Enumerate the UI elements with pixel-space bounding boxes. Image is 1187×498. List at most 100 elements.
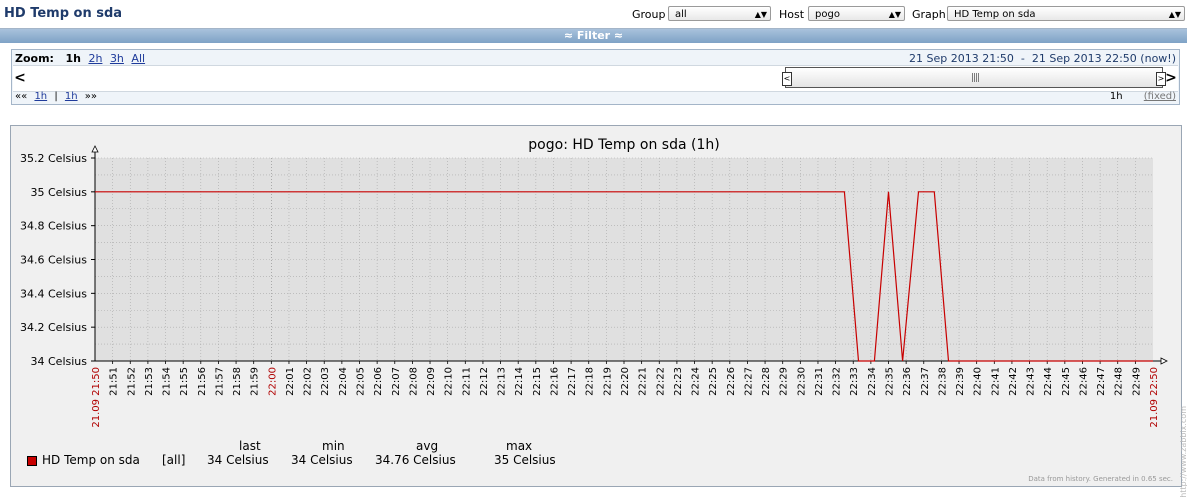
watermark: http://www.zabbix.com	[1179, 406, 1187, 498]
x-tick-label: 22:23	[673, 367, 684, 396]
x-tick-label: 22:46	[1078, 367, 1089, 396]
nav-forward-step[interactable]: 1h	[64, 91, 78, 102]
x-tick-label: 21:55	[179, 367, 190, 396]
graph-select[interactable]: HD Temp on sda ▲▼	[947, 6, 1185, 21]
x-tick-label: 22:08	[408, 367, 419, 396]
legend-header-avg: avg	[416, 439, 439, 453]
x-tick-label-start: 21.09 21:50	[91, 367, 102, 428]
x-tick-label: 22:40	[973, 367, 984, 396]
y-tick-label: 34.4 Celsius	[20, 287, 87, 300]
legend-header-min: min	[322, 439, 345, 453]
legend-header-last: last	[239, 439, 261, 453]
x-tick-label: 22:39	[955, 367, 966, 396]
x-tick-label: 22:48	[1114, 367, 1125, 396]
group-select-value: all	[675, 9, 687, 20]
y-axis-arrow-icon	[91, 145, 99, 153]
group-select[interactable]: all ▲▼	[668, 6, 771, 21]
x-tick-label: 22:35	[885, 367, 896, 396]
legend-item-name: HD Temp on sda	[42, 453, 140, 467]
time-navigation-panel: Zoom: 1h 2h 3h All 21 Sep 2013 21:50 - 2…	[11, 49, 1180, 105]
zoom-option-3h[interactable]: 3h	[109, 52, 124, 65]
period-length-row: 1h (fixed)	[1110, 91, 1176, 102]
nav-back-step[interactable]: 1h	[34, 91, 48, 102]
graph-label: Graph	[912, 8, 946, 21]
x-tick-label: 22:05	[356, 367, 367, 396]
x-tick-label: 22:31	[814, 367, 825, 396]
y-tick-label: 35.2 Celsius	[20, 152, 87, 165]
x-tick-label: 22:45	[1061, 367, 1072, 396]
fixed-toggle[interactable]: (fixed)	[1143, 91, 1176, 102]
scroll-left-arrow-icon[interactable]: <	[14, 70, 26, 86]
thumb-right-handle-icon[interactable]: >	[1156, 72, 1166, 86]
x-tick-label: 21:52	[126, 367, 137, 396]
graph-select-value: HD Temp on sda	[954, 9, 1036, 20]
x-tick-label: 22:09	[426, 367, 437, 396]
x-tick-label: 22:47	[1096, 367, 1107, 396]
thumb-left-handle-icon[interactable]: <	[782, 72, 792, 86]
x-tick-label: 22:26	[726, 367, 737, 396]
zoom-option-2h[interactable]: 2h	[88, 52, 103, 65]
x-tick-label: 22:21	[638, 367, 649, 396]
x-tick-label: 22:36	[902, 367, 913, 396]
period-length: 1h	[1109, 91, 1123, 102]
x-tick-label: 22:34	[867, 367, 878, 396]
x-tick-label: 22:07	[391, 367, 402, 396]
x-tick-label: 22:25	[708, 367, 719, 396]
zoom-row: Zoom: 1h 2h 3h All	[15, 52, 145, 65]
x-tick-label: 21:54	[162, 367, 173, 396]
x-tick-label: 22:16	[549, 367, 560, 396]
x-tick-label: 22:18	[585, 367, 596, 396]
nav-forward-icon[interactable]: »»	[84, 91, 98, 102]
zoom-option-all[interactable]: All	[131, 52, 146, 65]
scrollbar-thumb[interactable]: < |||| >	[782, 67, 1166, 88]
scroll-right-arrow-icon[interactable]: >	[1165, 70, 1177, 86]
x-tick-label: 22:41	[990, 367, 1001, 396]
x-tick-label: 22:19	[602, 367, 613, 396]
x-tick-label: 22:27	[743, 367, 754, 396]
x-tick-label: 22:37	[920, 367, 931, 396]
x-tick-label: 22:11	[461, 367, 472, 396]
x-tick-label: 22:03	[320, 367, 331, 396]
x-tick-label: 22:15	[532, 367, 543, 396]
chart-title: pogo: HD Temp on sda (1h)	[528, 137, 719, 153]
y-tick-label: 34.6 Celsius	[20, 254, 87, 267]
filter-toggle-bar[interactable]: ≈ Filter ≈	[0, 29, 1187, 43]
page-header: HD Temp on sda Group all ▲▼ Host pogo ▲▼ G…	[0, 0, 1187, 29]
x-tick-label: 22:29	[779, 367, 790, 396]
period-separator: -	[1020, 52, 1025, 65]
x-tick-label: 22:28	[761, 367, 772, 396]
x-tick-label: 21:56	[197, 367, 208, 396]
x-tick-label: 21:57	[214, 367, 225, 396]
x-tick-label: 22:32	[832, 367, 843, 396]
legend-max-value: 35 Celsius	[494, 453, 556, 467]
time-scrollbar[interactable]: < < |||| > >	[13, 65, 1178, 92]
updown-icon: ▲▼	[754, 10, 767, 19]
x-tick-label: 22:02	[303, 367, 314, 396]
legend-item-func: [all]	[162, 453, 186, 467]
host-select[interactable]: pogo ▲▼	[808, 6, 905, 21]
page-title: HD Temp on sda	[4, 6, 123, 21]
x-tick-label: 22:17	[567, 367, 578, 396]
nav-back-icon[interactable]: ««	[15, 91, 28, 102]
period-range: 21 Sep 2013 21:50 - 21 Sep 2013 22:50 (n…	[909, 52, 1176, 65]
nav-separator: |	[54, 91, 58, 102]
x-tick-label: 22:14	[514, 367, 525, 396]
period-nav-row: «« 1h | 1h »»	[15, 91, 97, 102]
y-tick-label: 34 Celsius	[31, 355, 88, 368]
x-axis-arrow-icon	[1160, 357, 1168, 365]
period-to: 21 Sep 2013 22:50 (now!)	[1031, 52, 1176, 65]
x-tick-label: 22:42	[1008, 367, 1019, 396]
x-tick-label: 21:53	[144, 367, 155, 396]
x-tick-label: 21:58	[232, 367, 243, 396]
x-tick-label: 22:10	[444, 367, 455, 396]
period-from: 21 Sep 2013 21:50	[908, 52, 1014, 65]
x-tick-label: 22:20	[620, 367, 631, 396]
y-tick-label: 35 Celsius	[31, 186, 88, 199]
legend-avg-value: 34.76 Celsius	[375, 453, 456, 467]
zoom-current: 1h	[65, 52, 81, 65]
x-tick-label-end: 21.09 22:50	[1149, 367, 1160, 428]
x-tick-label: 22:24	[691, 367, 702, 396]
x-tick-label: 22:43	[1026, 367, 1037, 396]
legend-header-max: max	[506, 439, 533, 453]
host-label: Host	[779, 8, 805, 21]
